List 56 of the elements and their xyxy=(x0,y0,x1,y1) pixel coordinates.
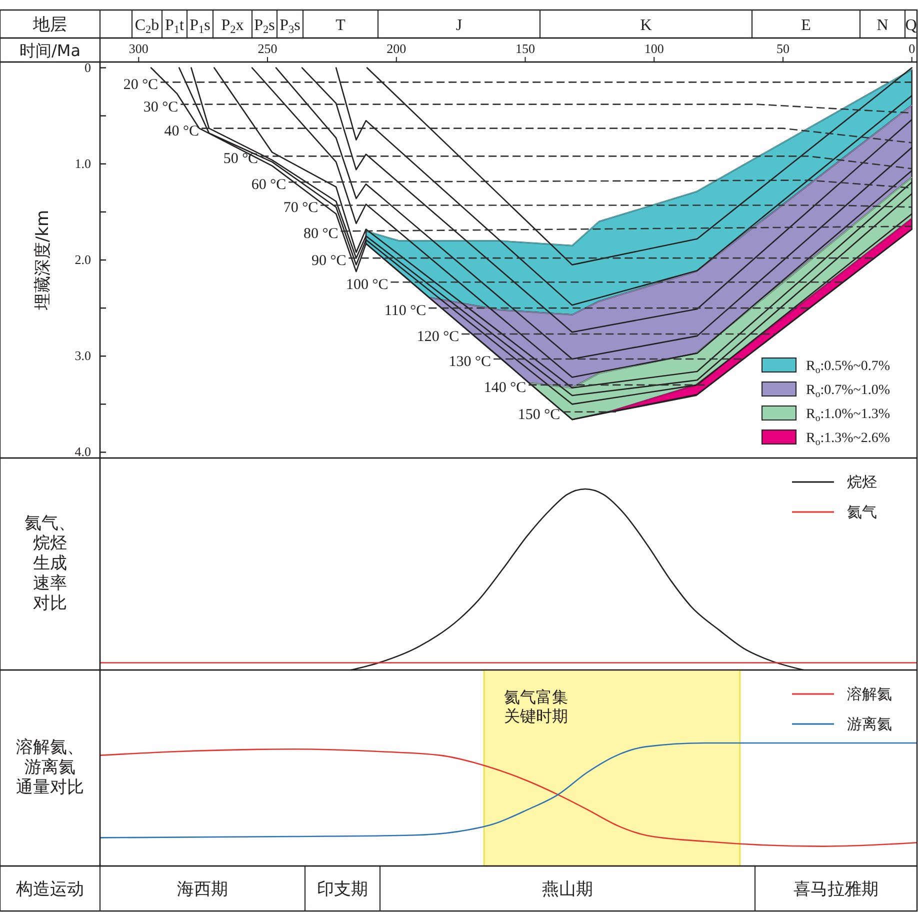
text: J xyxy=(456,17,462,34)
series-label: 150 °C xyxy=(518,406,560,423)
legend-label: R$_{o}$:0.5%~0.7% xyxy=(806,359,890,376)
y-tick-label: 0 xyxy=(84,60,91,75)
x-tick-label: 150 xyxy=(516,41,535,56)
text: 海西期 xyxy=(177,880,228,900)
series-label: 90 °C xyxy=(311,253,346,270)
series-label: 30 °C xyxy=(143,99,178,116)
series-label: 140 °C xyxy=(484,380,526,396)
series-label: 40 °C xyxy=(164,123,200,140)
x-tick-label: 200 xyxy=(386,41,406,56)
series-label: 20 °C xyxy=(123,77,158,94)
series-label: 60 °C xyxy=(251,177,286,194)
legend-label: 溶解氦 xyxy=(847,685,892,703)
text: 地层 xyxy=(32,15,67,35)
series-label: 100 °C xyxy=(346,277,388,294)
series-label: 70 °C xyxy=(283,200,318,216)
legend-label: 烷烃 xyxy=(847,473,877,491)
text: E xyxy=(801,17,811,34)
legend-label: 氦气 xyxy=(847,503,877,521)
legend-label: 游离氦 xyxy=(847,715,892,733)
x-tick-label: 100 xyxy=(644,41,664,56)
y-axis-title: 氦气、烷烃生成速率对比 xyxy=(24,514,76,614)
text: P$_{1}$t xyxy=(165,17,185,36)
series-label: 130 °C xyxy=(448,354,492,370)
y-tick-label: 1.0 xyxy=(74,156,91,171)
text: 喜马拉雅期 xyxy=(794,880,878,900)
legend-label: R$_{o}$:1.0%~1.3% xyxy=(806,407,890,424)
text: 印支期 xyxy=(317,880,368,900)
text: T xyxy=(336,17,346,34)
text: P$_{2}$s xyxy=(254,17,275,36)
text: K xyxy=(640,17,652,34)
text: P$_{3}$s xyxy=(280,17,300,36)
text: P$_{2}$x xyxy=(221,17,244,36)
x-tick-label: 50 xyxy=(776,41,790,56)
legend-label: R$_{o}$:0.7%~1.0% xyxy=(806,383,890,400)
y-tick-label: 2.0 xyxy=(74,252,91,267)
text: Q xyxy=(905,17,918,34)
series-label: 110 °C xyxy=(384,303,426,320)
series-label: 120 °C xyxy=(416,329,460,346)
legend-label: R$_{o}$:1.3%~2.6% xyxy=(806,431,890,448)
y-axis-title: 埋藏深度/km xyxy=(33,210,53,312)
text: C$_{2}$b xyxy=(134,17,160,36)
x-axis-title: 时间/Ma xyxy=(20,41,80,60)
text: 燕山期 xyxy=(542,880,593,900)
band-label: 氦气富集关键时期 xyxy=(504,687,568,726)
y-tick-label: 4.0 xyxy=(74,444,91,460)
x-tick-label: 250 xyxy=(258,41,278,56)
x-tick-label: 0 xyxy=(908,41,916,56)
x-tick-label: 300 xyxy=(128,41,148,56)
y-axis-title: 溶解氦、游离氦通量对比 xyxy=(16,738,84,798)
series-label: 80 °C xyxy=(303,226,338,242)
text: P$_{1}$s xyxy=(190,17,210,36)
text: N xyxy=(876,17,889,34)
y-tick-label: 3.0 xyxy=(74,348,91,364)
text: 构造运动 xyxy=(15,880,84,900)
